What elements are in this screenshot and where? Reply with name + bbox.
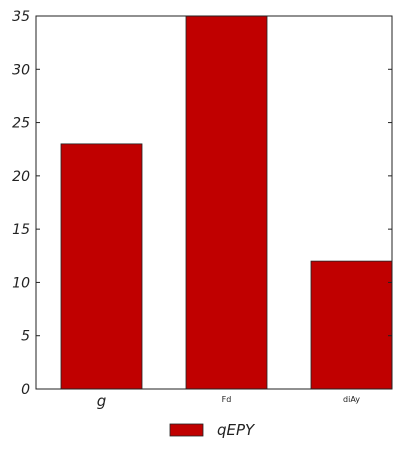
x-tick-label-Fd: Fd	[222, 395, 232, 404]
y-tick-label-5: 5	[21, 329, 30, 345]
y-axis: 0 5 10 15 20 25 30 35	[12, 9, 392, 398]
bar-diAy	[310, 260, 393, 390]
y-tick-label-25: 25	[12, 116, 30, 132]
bars-layer	[60, 15, 393, 390]
y-tick-label-20: 20	[12, 169, 30, 185]
legend: qEPY	[169, 421, 256, 439]
legend-label-qEPY: qEPY	[217, 421, 256, 439]
y-tick-label-0: 0	[21, 382, 30, 398]
plot-frame	[35, 15, 393, 390]
y-tick-label-30: 30	[12, 62, 30, 78]
y-tick-label-15: 15	[12, 222, 30, 238]
x-tick-label-g: g	[97, 392, 107, 410]
bar-g	[60, 143, 143, 390]
y-tick-label-35: 35	[12, 9, 30, 25]
bar-Fd	[185, 15, 268, 390]
legend-swatch-qEPY	[169, 423, 204, 437]
y-tick-label-10: 10	[12, 275, 30, 291]
x-axis: g Fd diAy	[97, 392, 361, 410]
x-tick-label-diAy: diAy	[343, 395, 360, 404]
